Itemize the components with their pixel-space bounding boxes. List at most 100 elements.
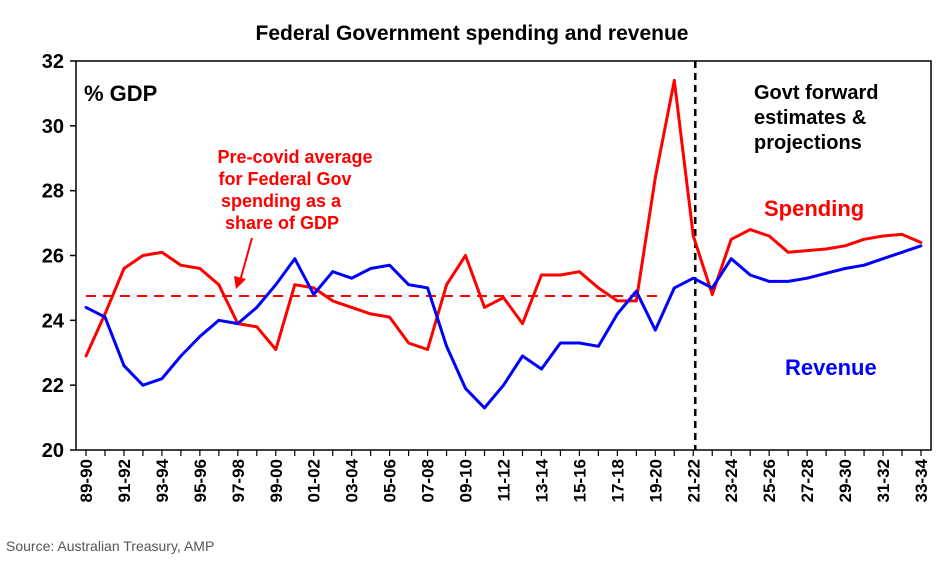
- x-tick-label: 09-10: [457, 459, 476, 502]
- precovid-arrow-shaft: [239, 237, 253, 282]
- x-tick-label: 05-06: [381, 459, 400, 502]
- spending-point: [596, 286, 600, 290]
- x-tick-label: 93-94: [153, 458, 172, 502]
- revenue-point: [312, 293, 316, 296]
- spending-point: [141, 254, 145, 257]
- spending-point: [122, 267, 126, 270]
- revenue-point: [653, 328, 657, 332]
- revenue-point: [198, 335, 202, 338]
- spending-point: [710, 293, 714, 296]
- revenue-series-line: [85, 244, 922, 410]
- spending-point: [464, 254, 467, 257]
- precovid-arrow-head: [234, 276, 246, 289]
- revenue-point: [464, 387, 467, 390]
- spending-point: [786, 250, 790, 254]
- spending-label: Spending: [764, 196, 864, 221]
- revenue-point: [672, 286, 676, 290]
- y-tick-label: 24: [42, 310, 65, 332]
- spending-point: [862, 237, 866, 241]
- plot-frame: [75, 60, 932, 451]
- spending-point: [900, 233, 904, 236]
- revenue-point: [217, 318, 221, 322]
- spending-point: [160, 250, 164, 254]
- spending-point: [767, 234, 771, 238]
- revenue-point: [521, 354, 524, 358]
- revenue-point: [596, 344, 600, 348]
- revenue-point: [331, 270, 335, 274]
- revenue-point: [293, 257, 297, 261]
- x-tick-label: 15-16: [570, 459, 589, 502]
- spending-point: [521, 322, 524, 325]
- revenue-point: [748, 273, 752, 277]
- source-note: Source: Australian Treasury, AMP: [6, 538, 214, 554]
- spending-point: [824, 247, 828, 251]
- revenue-point: [710, 286, 714, 290]
- forward-annotation-line-2: estimates &: [754, 107, 866, 129]
- y-tick-label: 32: [42, 51, 64, 73]
- spending-point: [805, 249, 809, 253]
- x-tick-label: 19-20: [646, 459, 665, 502]
- spending-point: [350, 305, 354, 309]
- spending-point: [312, 286, 316, 290]
- revenue-point: [179, 354, 183, 358]
- spending-point: [843, 244, 847, 248]
- revenue-point: [445, 344, 448, 348]
- revenue-point: [900, 250, 904, 254]
- spending-point: [217, 283, 221, 287]
- precovid-annotation-line-4: share of GDP: [225, 213, 339, 233]
- spending-point: [445, 283, 448, 287]
- y-tick-label: 30: [42, 116, 64, 138]
- spending-point: [634, 299, 638, 303]
- spending-point: [615, 299, 619, 303]
- y-tick-label: 26: [42, 246, 64, 268]
- spending-point: [919, 241, 923, 244]
- spending-point: [331, 299, 335, 303]
- precovid-annotation-line-2: for Federal Gov: [218, 169, 351, 189]
- spending-point: [578, 270, 581, 274]
- spending-point: [198, 267, 202, 270]
- x-tick-label: 01-02: [305, 459, 324, 502]
- revenue-point: [862, 263, 866, 267]
- x-tick-label: 99-00: [267, 459, 286, 502]
- y-tick-label: 20: [42, 440, 64, 462]
- spending-point: [84, 354, 88, 358]
- revenue-point: [559, 341, 562, 345]
- x-tick-label: 91-92: [115, 459, 134, 502]
- x-tick-label: 17-18: [608, 459, 627, 502]
- spending-point: [502, 296, 505, 300]
- y-tick-label: 22: [42, 375, 64, 397]
- x-tick-label: 07-08: [419, 459, 438, 502]
- revenue-point: [84, 305, 88, 309]
- spending-point: [881, 234, 885, 238]
- revenue-point: [502, 383, 505, 387]
- revenue-point: [388, 263, 392, 267]
- spending-point: [274, 348, 278, 351]
- revenue-point: [122, 364, 126, 368]
- revenue-point: [578, 341, 581, 345]
- spending-point: [483, 305, 486, 309]
- spending-point: [103, 312, 107, 316]
- x-tick-label: 97-98: [229, 459, 248, 502]
- y-tick-label: 28: [42, 181, 64, 203]
- spending-point: [540, 273, 543, 277]
- revenue-point: [615, 312, 619, 316]
- spending-point: [179, 263, 183, 267]
- spending-point: [729, 237, 733, 241]
- spending-point: [672, 79, 676, 82]
- spending-point: [255, 325, 259, 329]
- revenue-point: [369, 267, 373, 270]
- revenue-point: [483, 406, 486, 410]
- y-axis: 20 22 24 26 28 30 32: [42, 51, 76, 462]
- spending-point: [388, 315, 392, 319]
- revenue-point: [540, 367, 543, 371]
- revenue-point: [824, 271, 828, 275]
- x-tick-label: 31-32: [874, 459, 893, 502]
- x-tick-label: 23-24: [722, 458, 741, 502]
- revenue-point: [160, 377, 164, 381]
- x-tick-label: 25-26: [760, 459, 779, 502]
- revenue-point: [881, 257, 885, 261]
- revenue-point: [236, 322, 240, 325]
- revenue-point: [634, 289, 638, 293]
- x-tick-label: 11-12: [495, 459, 514, 502]
